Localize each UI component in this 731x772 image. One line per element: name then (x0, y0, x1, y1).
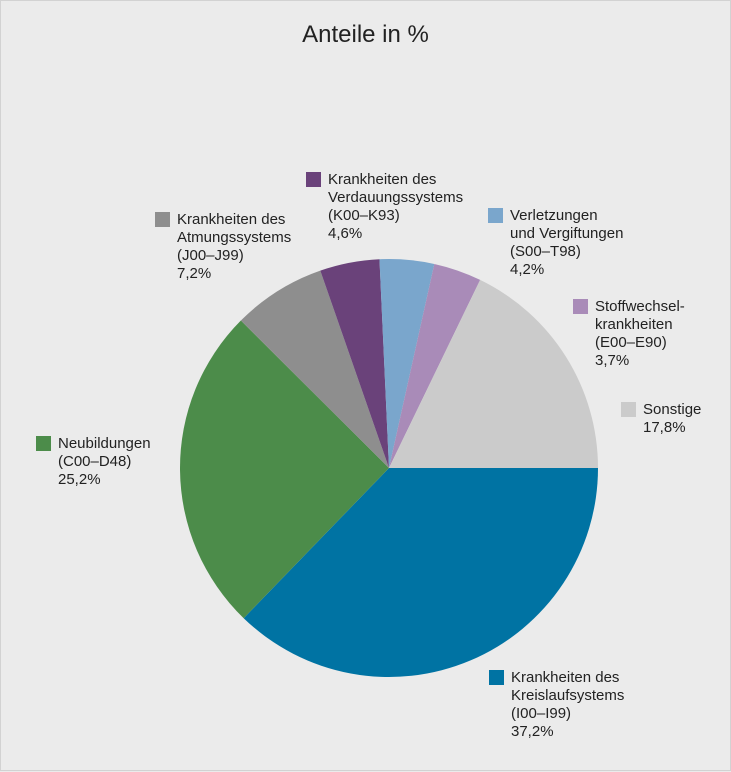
chart-title: Anteile in % (302, 21, 429, 48)
label-stoffwechsel: Stoffwechsel-krankheiten (E00–E90) 3,7% (573, 298, 685, 370)
slice-atmung (240, 270, 389, 468)
slice-verdauung (320, 259, 389, 468)
slice-verletzungen (379, 259, 435, 468)
legend-swatch (36, 436, 51, 451)
label-line: 4,2% (510, 261, 545, 278)
label-line: (K00–K93) (328, 207, 400, 224)
label-line: Kreislaufsystems (511, 687, 625, 704)
label-line: 4,6% (328, 225, 363, 242)
label-line: (E00–E90) (595, 334, 667, 351)
label-line: 7,2% (177, 265, 212, 282)
slice-sonstige (389, 279, 598, 468)
label-line: 17,8% (643, 419, 686, 436)
label-line: (C00–D48) (58, 453, 132, 470)
label-line: Krankheiten des (511, 669, 620, 686)
legend-swatch (621, 402, 636, 417)
legend-swatch (489, 670, 504, 685)
label-line: Verdauungssystems (328, 189, 464, 206)
label-line: Stoffwechsel- (595, 298, 685, 315)
label-neubildungen: Neubildungen (C00–D48) 25,2% (36, 435, 151, 489)
label-line: Verletzungen (510, 207, 598, 224)
label-line: und Vergiftungen (510, 225, 624, 242)
label-line: (I00–I99) (511, 705, 572, 722)
label-sonstige: Sonstige 17,8% (621, 401, 702, 437)
slice-stoffwechsel (389, 263, 481, 468)
label-verdauung: Krankheiten des Verdauungssystems (K00–K93… (306, 171, 464, 243)
label-line: Krankheiten des (328, 171, 437, 188)
label-line: krankheiten (595, 316, 673, 333)
label-atmung: Krankheiten des Atmungssystems (J00–J99) 7,… (155, 211, 292, 283)
legend-swatch (155, 212, 170, 227)
label-line: Atmungssystems (177, 229, 292, 246)
legend-swatch (306, 172, 321, 187)
legend-swatch (488, 208, 503, 223)
label-line: (J00–J99) (177, 247, 244, 264)
label-line: Krankheiten des (177, 211, 286, 228)
label-line: Neubildungen (58, 435, 151, 452)
label-line: 25,2% (58, 471, 101, 488)
label-line: 37,2% (511, 723, 554, 740)
label-kreislauf: Krankheiten des Kreislaufsystems (I00–I99)… (489, 669, 625, 741)
legend-swatch (573, 299, 588, 314)
label-verletzungen: Verletzungen und Vergiftungen (S00–T98) 4,2… (488, 207, 624, 279)
slice-neubildungen (180, 320, 389, 619)
label-line: (S00–T98) (510, 243, 581, 260)
slice-kreislauf (243, 468, 599, 677)
label-line: 3,7% (595, 352, 630, 369)
label-line: Sonstige (643, 401, 702, 418)
